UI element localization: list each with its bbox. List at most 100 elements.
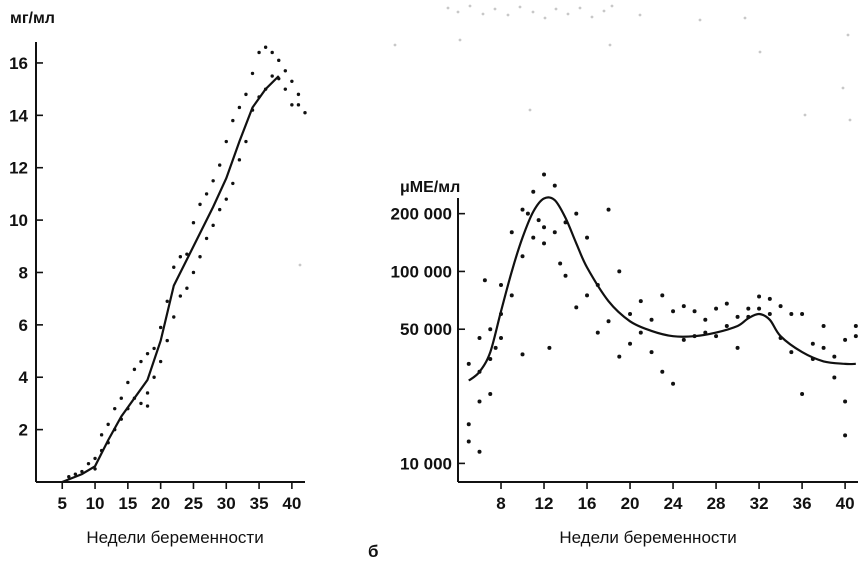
right-data-point: [832, 354, 837, 359]
right-data-point: [660, 293, 665, 298]
left-data-point: [270, 74, 274, 78]
left-data-point: [224, 197, 228, 201]
left-data-point: [132, 367, 137, 372]
left-y-ticks: 2 4 6 8 10 12 14 16: [9, 54, 43, 440]
left-data-point: [283, 69, 288, 73]
left-data-point: [191, 270, 196, 275]
right-data-point: [821, 345, 826, 350]
left-x-tick-label: 15: [118, 494, 137, 513]
right-data-point: [466, 361, 471, 366]
right-data-point: [617, 354, 622, 359]
right-data-point: [536, 218, 541, 223]
right-data-point: [509, 293, 514, 298]
right-data-point: [628, 341, 633, 346]
right-data-point: [585, 293, 590, 298]
right-data-point: [509, 230, 514, 235]
smudge-speck: [803, 113, 807, 117]
left-x-tick-label: 35: [250, 494, 269, 513]
left-data-point: [158, 359, 163, 364]
right-data-point: [671, 381, 676, 386]
left-y-tick-label: 14: [9, 106, 28, 125]
left-data-point: [303, 111, 307, 115]
left-data-point: [204, 192, 209, 196]
left-data-point: [145, 404, 150, 408]
left-data-point: [126, 380, 130, 385]
right-x-tick-label: 36: [793, 494, 812, 513]
left-x-ticks: 5 10 15 20 25 30 35 40: [58, 482, 301, 513]
right-data-point: [542, 241, 547, 246]
right-data-point: [585, 235, 590, 240]
right-data-point: [681, 337, 686, 342]
right-x-tick-label: 28: [707, 494, 726, 513]
right-data-point: [488, 391, 493, 396]
smudge-speck: [846, 33, 850, 37]
right-data-point: [531, 189, 536, 194]
right-x-tick-label: 20: [621, 494, 640, 513]
left-data-point: [244, 92, 248, 97]
right-x-tick-label: 12: [535, 494, 554, 513]
right-x-title: Недели беременности: [559, 528, 736, 547]
smudge-speck: [590, 15, 594, 19]
right-data-point: [606, 207, 611, 212]
right-data-point: [778, 304, 783, 309]
right-data-point: [821, 323, 826, 328]
left-data-point: [73, 472, 78, 476]
smudge-speck: [578, 6, 582, 10]
right-scatter-dots: [466, 172, 858, 454]
left-y-tick-label: 4: [19, 368, 29, 387]
left-data-point: [250, 71, 255, 76]
left-data-point: [237, 158, 242, 162]
smudge-speck: [698, 18, 702, 22]
left-data-point: [99, 433, 104, 437]
right-series-line: [468, 196, 856, 382]
right-data-point: [482, 278, 487, 283]
chart-left: мг/мл 2 4 6 8 10 12 14 16 5 10 15 20 25 30 35 40 Недел…: [9, 10, 307, 547]
right-y-tick-label: 200 000: [391, 205, 452, 224]
right-data-point: [493, 345, 498, 350]
left-data-point: [290, 79, 294, 83]
right-data-point: [466, 422, 471, 427]
left-data-point: [257, 50, 261, 55]
right-data-point: [574, 305, 579, 310]
right-data-point: [552, 183, 557, 188]
right-data-point: [547, 345, 552, 350]
right-data-point: [843, 433, 848, 438]
left-x-tick-label: 30: [217, 494, 236, 513]
right-data-point: [789, 312, 794, 317]
right-data-point: [853, 334, 858, 339]
smudge-speck: [456, 10, 460, 14]
smudge-speck: [610, 4, 614, 8]
right-data-point: [832, 375, 837, 380]
left-y-tick-label: 8: [19, 263, 28, 282]
right-data-point: [617, 269, 622, 274]
smudge-speck: [528, 108, 532, 112]
chart-right: μМЕ/мл 10 000 50 000 100 000 200 000 8 12 16 2…: [368, 172, 858, 561]
left-scatter-dots: [67, 45, 307, 479]
right-data-point: [563, 273, 568, 278]
scan-smudges: [298, 4, 852, 267]
smudge-speck: [566, 12, 570, 16]
right-data-point: [628, 312, 633, 317]
left-data-point: [237, 105, 242, 110]
right-data-point: [735, 345, 740, 350]
left-data-point: [152, 375, 156, 379]
smudge-speck: [848, 118, 852, 122]
right-x-tick-label: 8: [496, 494, 505, 513]
left-data-point: [270, 50, 274, 55]
left-x-tick-label: 25: [184, 494, 203, 513]
left-data-point: [178, 255, 183, 259]
left-series-line: [61, 75, 280, 484]
smudge-speck: [506, 13, 510, 17]
left-data-point: [67, 475, 71, 479]
smudge-speck: [458, 38, 462, 42]
right-data-point: [714, 334, 719, 339]
right-data-point: [542, 225, 547, 230]
smudge-speck: [446, 6, 450, 10]
right-data-point: [853, 323, 858, 328]
right-y-ticks: 10 000 50 000 100 000 200 000: [391, 205, 465, 473]
left-y-tick-label: 6: [19, 316, 28, 335]
right-data-point: [757, 306, 762, 311]
right-data-point: [692, 309, 697, 314]
right-data-point: [810, 341, 815, 346]
right-data-point: [520, 352, 525, 357]
